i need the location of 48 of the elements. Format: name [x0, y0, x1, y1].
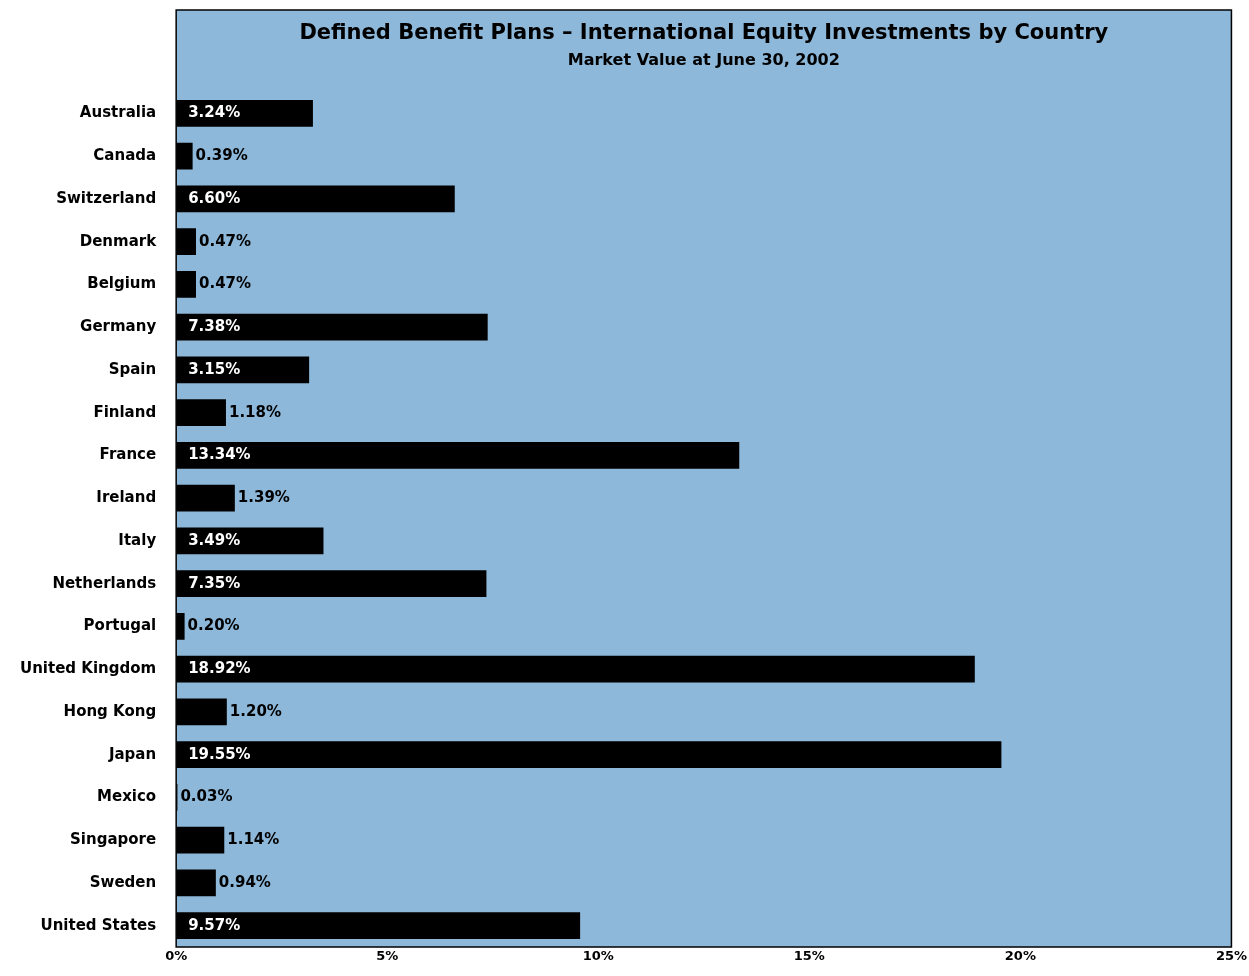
- chart-subtitle: Market Value at June 30, 2002: [567, 50, 840, 70]
- y-tick-label: France: [99, 445, 157, 464]
- data-label: 3.15%: [188, 359, 241, 378]
- data-label: 0.47%: [199, 231, 252, 250]
- data-label: 18.92%: [188, 659, 251, 678]
- y-tick-label: Finland: [93, 402, 157, 421]
- x-tick-label: 5%: [376, 948, 399, 964]
- data-label: 3.49%: [188, 530, 241, 549]
- data-label: 6.60%: [188, 188, 241, 207]
- x-tick-label: 0%: [165, 948, 188, 964]
- data-label: 0.47%: [199, 274, 252, 293]
- data-label: 7.35%: [188, 573, 241, 592]
- y-tick-label: Singapore: [70, 830, 157, 849]
- data-label: 1.18%: [228, 402, 282, 421]
- y-tick-label: Japan: [107, 744, 157, 763]
- y-tick-label: United Kingdom: [19, 659, 157, 678]
- y-tick-label: Canada: [93, 146, 157, 165]
- y-tick-label: Australia: [79, 103, 157, 122]
- y-tick-label: Spain: [108, 359, 157, 378]
- data-label: 7.38%: [188, 317, 241, 336]
- data-label: 1.20%: [229, 701, 282, 720]
- y-tick-label: Germany: [80, 317, 157, 336]
- x-tick-label: 15%: [793, 948, 825, 964]
- y-tick-label: Ireland: [96, 488, 157, 507]
- x-tick-label: 10%: [582, 948, 614, 964]
- data-label: 0.39%: [195, 146, 248, 165]
- y-tick-label: Sweden: [89, 872, 157, 891]
- data-label: 0.03%: [180, 787, 233, 806]
- y-tick-label: Hong Kong: [63, 701, 157, 720]
- y-tick-label: Italy: [118, 530, 157, 549]
- data-label: 1.14%: [227, 830, 280, 849]
- x-tick-label: 20%: [1004, 948, 1036, 964]
- x-tick-label: 25%: [1215, 948, 1247, 964]
- data-label: 13.34%: [188, 445, 251, 464]
- data-label: 9.57%: [188, 915, 241, 934]
- y-tick-label: Belgium: [87, 274, 157, 293]
- y-tick-label: Denmark: [79, 231, 158, 250]
- chart-title: Defined Benefit Plans – International Equity Investments by Country: [299, 20, 1109, 45]
- data-label: 3.24%: [188, 103, 241, 122]
- y-tick-label: Switzerland: [56, 188, 157, 207]
- data-label: 19.55%: [188, 744, 251, 763]
- data-label: 1.39%: [237, 488, 290, 507]
- y-tick-label: Mexico: [97, 787, 157, 806]
- y-tick-label: Portugal: [83, 616, 157, 635]
- y-tick-label: United States: [40, 915, 157, 934]
- data-label: 0.20%: [187, 616, 240, 635]
- y-tick-label: Netherlands: [52, 573, 157, 592]
- data-label: 0.94%: [218, 872, 271, 891]
